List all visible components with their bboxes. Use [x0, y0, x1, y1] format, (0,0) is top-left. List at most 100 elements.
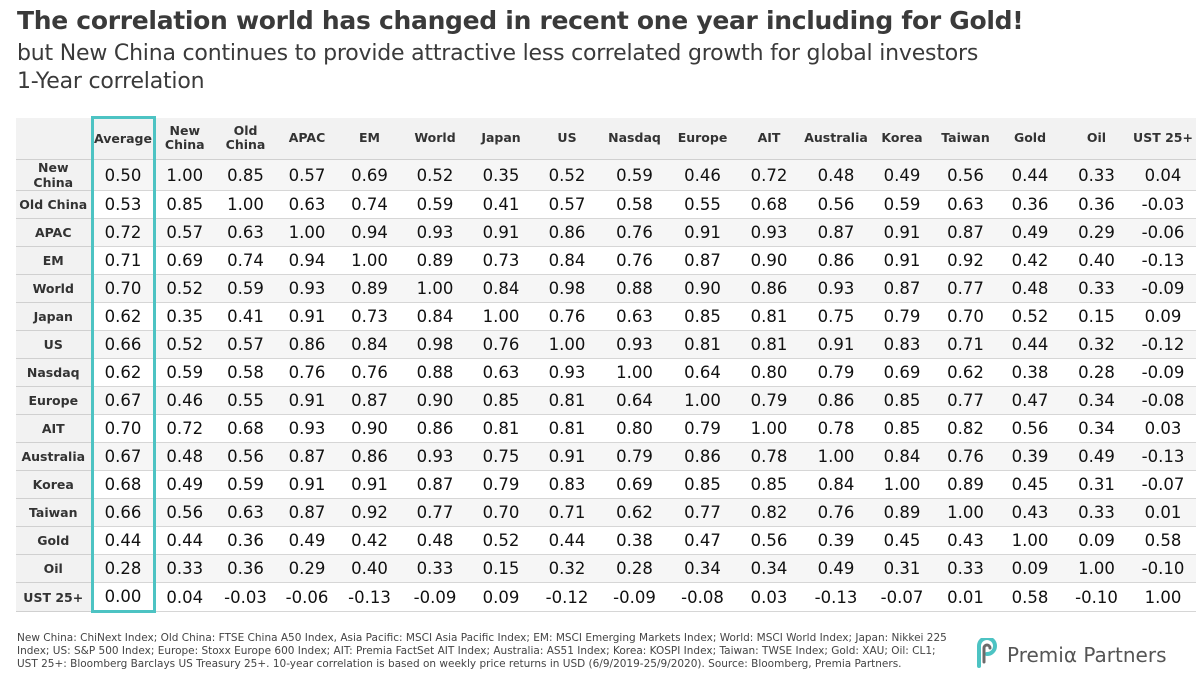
table-body: New China 0.50 1.00 0.85 0.57 0.69 0.52 0.35 0.5… [16, 159, 1196, 613]
correlation-cell: 0.88 [402, 358, 468, 387]
correlation-cell: 1.00 [669, 386, 736, 415]
correlation-cell: 0.59 [154, 358, 214, 387]
correlation-cell: 0.33 [1063, 274, 1130, 303]
row-header: Europe [16, 386, 92, 415]
correlation-cell: 0.76 [534, 302, 600, 331]
table-row: New China 0.50 1.00 0.85 0.57 0.69 0.52 0.35 0.5… [16, 159, 1196, 191]
correlation-cell: 0.56 [214, 442, 277, 471]
correlation-cell: 0.49 [277, 526, 337, 555]
correlation-cell: 0.52 [154, 330, 214, 359]
correlation-cell: 1.00 [468, 302, 534, 331]
correlation-cell: -0.03 [1130, 190, 1196, 219]
correlation-cell: 0.28 [1063, 358, 1130, 387]
correlation-cell: 0.56 [154, 498, 214, 527]
average-cell: 0.28 [90, 554, 156, 583]
table-header: Average New China Old China APAC EM World Japan… [16, 116, 1196, 160]
correlation-cell: 0.41 [214, 302, 277, 331]
correlation-cell: 0.79 [600, 442, 669, 471]
correlation-cell: 0.85 [468, 386, 534, 415]
correlation-cell: 0.86 [802, 386, 870, 415]
correlation-cell: 0.81 [468, 414, 534, 443]
correlation-cell: 0.89 [934, 470, 997, 499]
correlation-cell: 0.85 [669, 470, 736, 499]
correlation-cell: 0.55 [214, 386, 277, 415]
correlation-cell: 0.72 [154, 414, 214, 443]
correlation-cell: -0.10 [1130, 554, 1196, 583]
table-row: APAC 0.72 0.57 0.63 1.00 0.94 0.93 0.91 0.86 0.76… [16, 218, 1196, 247]
correlation-cell: 0.76 [600, 218, 669, 247]
table-row: AIT 0.70 0.72 0.68 0.93 0.90 0.86 0.81 0.81 0.80 0… [16, 414, 1196, 443]
correlation-cell: 0.48 [154, 442, 214, 471]
correlation-cell: 1.00 [600, 358, 669, 387]
column-header: Average [90, 116, 156, 160]
correlation-table: Average New China Old China APAC EM World Japan… [16, 116, 1196, 613]
correlation-cell: 0.36 [1063, 190, 1130, 219]
correlation-cell: 0.79 [669, 414, 736, 443]
average-cell: 0.67 [90, 386, 156, 415]
correlation-cell: 0.43 [934, 526, 997, 555]
correlation-cell: 0.87 [802, 218, 870, 247]
correlation-cell: 0.78 [736, 442, 802, 471]
correlation-cell: 0.63 [214, 218, 277, 247]
correlation-cell: 0.91 [468, 218, 534, 247]
correlation-cell: 0.03 [1130, 414, 1196, 443]
correlation-cell: 0.56 [997, 414, 1063, 443]
table-row: Japan 0.62 0.35 0.41 0.91 0.73 0.84 1.00 0.76 0.6… [16, 302, 1196, 331]
correlation-cell: 0.48 [402, 526, 468, 555]
correlation-cell: 0.74 [214, 246, 277, 275]
average-cell: 0.62 [90, 302, 156, 331]
average-cell: 0.53 [90, 190, 156, 219]
correlation-cell: 0.87 [669, 246, 736, 275]
row-header: APAC [16, 218, 92, 247]
correlation-cell: 1.00 [736, 414, 802, 443]
correlation-cell: 0.55 [669, 190, 736, 219]
correlation-cell: 0.78 [802, 414, 870, 443]
correlation-cell: 0.39 [997, 442, 1063, 471]
correlation-cell: 0.34 [1063, 386, 1130, 415]
table-row: US 0.66 0.52 0.57 0.86 0.84 0.98 0.76 1.00 0.93 0.… [16, 330, 1196, 359]
correlation-cell: 0.63 [934, 190, 997, 219]
correlation-cell: 0.38 [997, 358, 1063, 387]
correlation-cell: 0.85 [870, 386, 934, 415]
correlation-cell: 0.91 [870, 218, 934, 247]
average-cell: 0.68 [90, 470, 156, 499]
average-cell: 0.66 [90, 498, 156, 527]
correlation-cell: 0.44 [154, 526, 214, 555]
table-row: Korea 0.68 0.49 0.59 0.91 0.91 0.87 0.79 0.83 0.6… [16, 470, 1196, 499]
correlation-cell: 0.57 [154, 218, 214, 247]
correlation-cell: 0.93 [277, 274, 337, 303]
correlation-cell: 0.87 [277, 442, 337, 471]
correlation-cell: 0.49 [1063, 442, 1130, 471]
correlation-cell: 0.84 [802, 470, 870, 499]
correlation-cell: 0.44 [534, 526, 600, 555]
table-row: Nasdaq 0.62 0.59 0.58 0.76 0.76 0.88 0.63 0.93 1.… [16, 358, 1196, 387]
correlation-cell: 0.04 [1130, 159, 1196, 191]
correlation-cell: 1.00 [870, 470, 934, 499]
correlation-cell: 0.49 [997, 218, 1063, 247]
correlation-cell: 0.34 [1063, 414, 1130, 443]
correlation-cell: 0.85 [154, 190, 214, 219]
correlation-cell: 0.58 [1130, 526, 1196, 555]
correlation-cell: 0.32 [1063, 330, 1130, 359]
correlation-cell: 0.69 [337, 159, 402, 191]
average-cell: 0.67 [90, 442, 156, 471]
correlation-cell: 0.77 [934, 386, 997, 415]
row-header: UST 25+ [16, 582, 92, 612]
correlation-cell: 0.98 [534, 274, 600, 303]
correlation-cell: 0.01 [934, 582, 997, 612]
column-header: Nasdaq [600, 117, 669, 160]
correlation-cell: 0.15 [1063, 302, 1130, 331]
correlation-cell: 0.81 [736, 302, 802, 331]
correlation-cell: 0.75 [468, 442, 534, 471]
correlation-cell: 0.91 [337, 470, 402, 499]
correlation-cell: 0.64 [669, 358, 736, 387]
correlation-cell: 0.47 [997, 386, 1063, 415]
correlation-cell: 0.35 [154, 302, 214, 331]
correlation-cell: 0.43 [997, 498, 1063, 527]
correlation-cell: -0.12 [534, 582, 600, 612]
correlation-cell: -0.13 [1130, 442, 1196, 471]
correlation-cell: 0.87 [934, 218, 997, 247]
correlation-cell: 0.33 [1063, 159, 1130, 191]
correlation-cell: 0.59 [214, 274, 277, 303]
correlation-cell: 1.00 [934, 498, 997, 527]
